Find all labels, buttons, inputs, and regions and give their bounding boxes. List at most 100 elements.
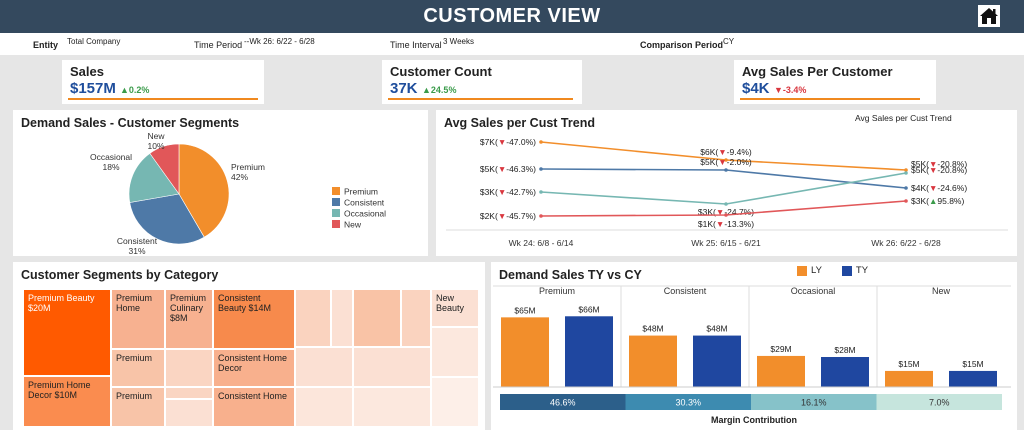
kpi-sales-change: ▲0.2% <box>120 85 149 95</box>
kpi-sales-change-text: 0.2% <box>128 85 150 95</box>
down-triangle-icon: ▼ <box>774 85 783 95</box>
bar-ty-new[interactable] <box>949 370 997 387</box>
entity-value[interactable]: Total Company <box>67 37 121 46</box>
treemap-cell-premium-3[interactable]: Premium <box>111 387 165 427</box>
treemap-cell-premium-home[interactable]: Premium Home <box>111 289 165 349</box>
kpi-customer-count-change: ▲24.5% <box>422 85 456 95</box>
kpi-avg-sales-card: Avg Sales Per Customer $4K ▼-3.4% <box>734 60 936 104</box>
treemap-cell-premium-2[interactable]: Premium <box>111 349 165 387</box>
bar-label-ty-premium: $66M <box>578 304 599 314</box>
trend-point-consistent[interactable] <box>724 168 728 172</box>
treemap-cell-premium-small-3[interactable] <box>165 399 213 427</box>
margin-segment-1[interactable] <box>500 394 626 410</box>
trend-point-premium[interactable] <box>904 168 908 172</box>
pie-label-consistent: Consistent <box>117 236 158 246</box>
margin-segment-4[interactable] <box>876 394 1003 410</box>
pie-legend-swatch-new <box>332 220 340 228</box>
trend-label-consistent: $5K(▼-2.0%) <box>700 157 752 167</box>
trend-label-new: $2K(▼-45.7%) <box>480 211 536 221</box>
margin-title: Margin Contribution <box>711 415 797 425</box>
pie-chart[interactable]: Premium42%Consistent31%Occasional18%New1… <box>13 110 428 256</box>
bar-ty-occasional[interactable] <box>821 357 869 387</box>
trend-point-consistent[interactable] <box>539 167 543 171</box>
trend-label-occasional: $3K(▼-24.7%) <box>698 207 754 217</box>
bar-ty-premium[interactable] <box>565 316 613 387</box>
bar-chart[interactable]: Premium $65M $66M Consistent $48M $48M Occasio… <box>491 262 1017 430</box>
pie-slice-premium[interactable] <box>178 143 230 238</box>
kpi-customer-count-title: Customer Count <box>390 64 492 79</box>
pie-legend-label-premium: Premium <box>344 187 378 197</box>
kpi-customer-count-change-text: 24.5% <box>430 85 457 95</box>
bar-ty-consistent[interactable] <box>693 335 741 387</box>
treemap-title: Customer Segments by Category <box>21 268 219 282</box>
trend-point-occasional[interactable] <box>904 171 908 175</box>
trend-label-occasional: $3K(▼-42.7%) <box>480 187 536 197</box>
trend-label-occasional: $5K(▼-20.8%) <box>911 159 967 169</box>
bar-label-ly-premium: $65M <box>514 305 535 315</box>
treemap-cell-premium-small-1[interactable] <box>165 349 213 387</box>
trend-point-consistent[interactable] <box>904 186 908 190</box>
treemap-cell-occasional-4[interactable] <box>353 387 431 427</box>
kpi-avg-sales-change: ▼-3.4% <box>774 85 806 95</box>
trend-label-consistent: $4K(▼-24.6%) <box>911 183 967 193</box>
treemap-panel: Customer Segments by Category Premium Be… <box>13 262 485 430</box>
kpi-sales-underline <box>68 98 258 100</box>
trend-point-new[interactable] <box>904 199 908 203</box>
trend-line-occasional[interactable] <box>540 172 907 205</box>
bar-ly-new[interactable] <box>885 370 933 387</box>
pie-legend-swatch-consistent <box>332 198 340 206</box>
treemap-cell-consistent-home-decor[interactable]: Consistent Home Decor <box>213 349 295 387</box>
trend-label-premium: $7K(▼-47.0%) <box>480 137 536 147</box>
treemap-cell-misc-4[interactable] <box>295 387 353 427</box>
kpi-avg-sales-underline <box>740 98 920 100</box>
pie-label-premium: 42% <box>231 172 248 182</box>
margin-label-2: 30.3% <box>675 398 701 408</box>
treemap-cell-premium-beauty[interactable]: Premium Beauty $20M <box>23 289 111 376</box>
treemap-cell-consistent-home[interactable]: Consistent Home <box>213 387 295 427</box>
treemap-cell-occasional-1[interactable] <box>353 289 401 347</box>
treemap-cell-occasional-2[interactable] <box>401 289 431 347</box>
pie-slice-occasional[interactable] <box>128 152 180 203</box>
treemap-cell-premium-culinary[interactable]: Premium Culinary $8M <box>165 289 213 349</box>
legend-ly-label: LY <box>811 265 822 276</box>
margin-label-3: 16.1% <box>801 398 827 408</box>
trend-label-consistent: $5K(▼-46.3%) <box>480 164 536 174</box>
treemap-cell-premium-home-decor[interactable]: Premium Home Decor $10M <box>23 376 111 427</box>
home-button[interactable] <box>978 5 1000 27</box>
trend-point-premium[interactable] <box>539 140 543 144</box>
treemap-chart[interactable]: Premium Beauty $20M Premium Home Decor $… <box>23 289 479 427</box>
time-interval-value[interactable]: 3 Weeks <box>443 37 474 46</box>
trend-point-new[interactable] <box>539 214 543 218</box>
treemap-cell-new-beauty[interactable]: New Beauty <box>431 289 479 327</box>
trend-chart[interactable]: $7K(▼-47.0%)$6K(▼-9.4%)$5K(▼-20.8%)$5K(▼… <box>436 110 1017 256</box>
bar-ly-consistent[interactable] <box>629 335 677 387</box>
trend-point-occasional[interactable] <box>724 202 728 206</box>
bar-legend: LY TY <box>797 265 868 276</box>
treemap-cell-misc-2[interactable] <box>331 289 353 347</box>
treemap-cell-premium-small-2[interactable] <box>165 387 213 399</box>
time-period-label: Time Period <box>194 40 243 50</box>
time-period-value[interactable]: --Wk 26: 6/22 - 6/28 <box>244 37 315 46</box>
legend-ty-swatch <box>841 265 852 276</box>
margin-segment-3[interactable] <box>751 394 877 410</box>
trend-point-occasional[interactable] <box>539 190 543 194</box>
pie-slice-consistent[interactable] <box>129 193 205 245</box>
treemap-cell-misc-1[interactable] <box>295 289 331 347</box>
trend-label-new: $3K(▲95.8%) <box>911 196 964 206</box>
treemap-cell-new-3[interactable] <box>431 377 479 427</box>
pie-label-new: New <box>147 131 165 141</box>
pie-legend-label-new: New <box>344 220 362 230</box>
treemap-cell-occasional-3[interactable] <box>353 347 431 387</box>
trend-point-new[interactable] <box>724 213 728 217</box>
treemap-cell-misc-3[interactable] <box>295 347 353 387</box>
trend-line-consistent[interactable] <box>540 168 907 189</box>
margin-label-4: 7.0% <box>929 398 950 408</box>
bar-ly-occasional[interactable] <box>757 355 805 387</box>
pie-slice-new[interactable] <box>149 143 180 195</box>
margin-segment-2[interactable] <box>625 394 752 410</box>
bar-ly-premium[interactable] <box>501 317 549 387</box>
comparison-period-value[interactable]: CY <box>723 37 735 46</box>
treemap-cell-new-2[interactable] <box>431 327 479 377</box>
treemap-cell-consistent-beauty[interactable]: Consistent Beauty $14M <box>213 289 295 349</box>
trend-point-premium[interactable] <box>724 158 728 162</box>
